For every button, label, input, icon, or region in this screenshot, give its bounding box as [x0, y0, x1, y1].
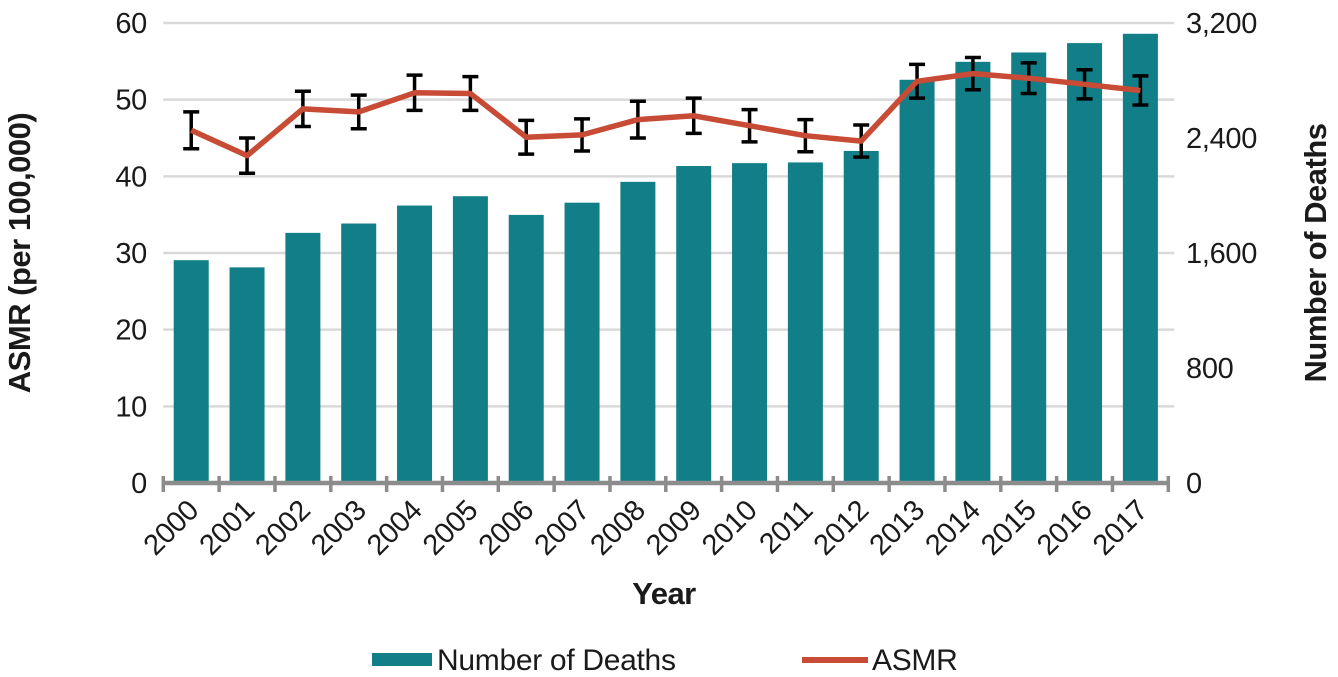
legend-deaths-swatch: [372, 653, 432, 666]
x-axis-tick-labels: 2000200120022003200420052006200720082009…: [138, 494, 1155, 562]
left-axis-title: ASMR (per 100,000): [2, 113, 37, 393]
x-axis: [161, 476, 1171, 492]
year-label-2014: 2014: [919, 494, 987, 562]
left-tick-label-30: 30: [115, 238, 147, 270]
year-label-2006: 2006: [473, 494, 540, 561]
right-tick-label-800: 800: [1186, 353, 1234, 385]
y-axis-right-tick-labels: 0 800 1,600 2,400 3,200: [1186, 8, 1257, 500]
bar-2007: [564, 202, 600, 483]
bar-2012: [843, 150, 879, 483]
bar-2014: [955, 61, 991, 483]
bar-2005: [452, 196, 488, 483]
year-label-2004: 2004: [361, 494, 429, 562]
year-label-2012: 2012: [808, 494, 875, 561]
year-label-2013: 2013: [864, 494, 931, 561]
year-label-2003: 2003: [305, 494, 372, 561]
left-tick-label-10: 10: [115, 391, 147, 423]
bar-2009: [676, 166, 712, 483]
year-label-2015: 2015: [975, 494, 1042, 561]
bar-2003: [341, 223, 377, 483]
year-label-2009: 2009: [640, 494, 707, 561]
bar-2008: [620, 181, 656, 483]
bar-2016: [1067, 43, 1103, 483]
year-label-2002: 2002: [249, 494, 316, 561]
bar-2010: [732, 163, 768, 483]
right-tick-label-2,400: 2,400: [1186, 123, 1257, 155]
legend-deaths-label: Number of Deaths: [437, 644, 676, 677]
left-tick-label-40: 40: [115, 161, 147, 193]
left-tick-label-50: 50: [115, 85, 147, 117]
bar-2015: [1011, 52, 1047, 483]
year-label-2016: 2016: [1031, 494, 1098, 561]
right-tick-label-0: 0: [1186, 468, 1202, 500]
bar-2006: [508, 214, 544, 483]
bar-2013: [899, 79, 935, 483]
legend-asmr-label: ASMR: [872, 644, 957, 677]
gridlines: [163, 21, 1175, 408]
year-label-2005: 2005: [417, 494, 484, 561]
year-label-2017: 2017: [1087, 494, 1154, 561]
y-axis-left-tick-labels: 0 10 20 30 40 50 60: [115, 8, 147, 500]
bar-2011: [787, 162, 823, 483]
year-label-2011: 2011: [753, 494, 819, 560]
bar-2001: [229, 267, 265, 483]
x-axis-title: Year: [632, 576, 696, 611]
year-label-2008: 2008: [584, 494, 651, 561]
left-tick-label-20: 20: [115, 315, 147, 347]
bars-group: [173, 33, 1158, 483]
year-label-2001: 2001: [194, 494, 261, 561]
left-tick-label-0: 0: [131, 468, 147, 500]
legend: Number of Deaths ASMR: [372, 644, 958, 677]
year-label-2010: 2010: [696, 494, 763, 561]
bar-2002: [285, 232, 321, 483]
bar-2004: [397, 205, 433, 483]
asmr-line: [190, 70, 1141, 159]
year-label-2000: 2000: [138, 494, 205, 561]
year-label-2007: 2007: [529, 494, 596, 561]
bar-2000: [173, 260, 209, 483]
bar-2017: [1122, 33, 1158, 483]
left-tick-label-60: 60: [115, 8, 147, 40]
right-tick-label-3,200: 3,200: [1186, 8, 1257, 40]
right-tick-label-1,600: 1,600: [1186, 238, 1257, 270]
right-axis-title: Number of Deaths: [1298, 124, 1333, 383]
